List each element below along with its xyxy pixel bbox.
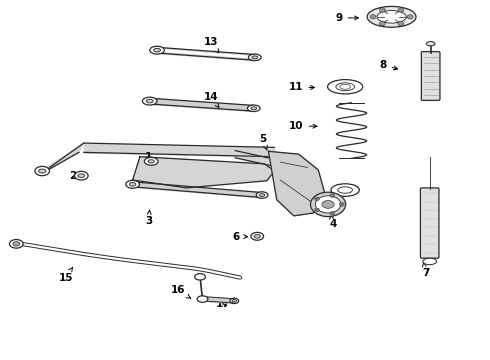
- Polygon shape: [40, 143, 84, 175]
- Text: 17: 17: [216, 299, 230, 309]
- Circle shape: [315, 197, 319, 201]
- Text: 3: 3: [145, 210, 152, 226]
- Ellipse shape: [126, 180, 140, 188]
- Text: 11: 11: [289, 82, 315, 93]
- Ellipse shape: [251, 107, 257, 110]
- Circle shape: [330, 211, 335, 215]
- Ellipse shape: [252, 56, 258, 59]
- Ellipse shape: [423, 258, 437, 265]
- Ellipse shape: [39, 169, 46, 173]
- Text: 10: 10: [289, 121, 317, 131]
- Polygon shape: [269, 151, 326, 216]
- Text: 15: 15: [58, 267, 73, 283]
- Text: 2: 2: [69, 171, 82, 181]
- Circle shape: [398, 8, 404, 12]
- Ellipse shape: [230, 298, 239, 303]
- Text: 13: 13: [203, 37, 219, 53]
- Circle shape: [379, 22, 385, 26]
- Ellipse shape: [251, 232, 264, 240]
- Ellipse shape: [147, 99, 153, 103]
- Ellipse shape: [311, 192, 345, 217]
- Ellipse shape: [9, 239, 23, 248]
- Ellipse shape: [232, 300, 237, 302]
- Text: 5: 5: [260, 134, 268, 150]
- Ellipse shape: [154, 48, 160, 52]
- Text: 12: 12: [289, 185, 316, 195]
- Ellipse shape: [78, 174, 85, 177]
- Text: 14: 14: [203, 92, 219, 107]
- Circle shape: [379, 8, 385, 12]
- Ellipse shape: [35, 166, 49, 176]
- Ellipse shape: [150, 46, 164, 54]
- Text: 1: 1: [145, 152, 152, 162]
- Ellipse shape: [74, 171, 88, 180]
- Ellipse shape: [259, 194, 265, 197]
- Circle shape: [330, 194, 335, 197]
- Ellipse shape: [316, 196, 341, 213]
- FancyBboxPatch shape: [420, 188, 439, 258]
- FancyBboxPatch shape: [421, 51, 440, 100]
- Text: 6: 6: [233, 232, 247, 242]
- Ellipse shape: [13, 242, 20, 246]
- Ellipse shape: [377, 10, 406, 23]
- Ellipse shape: [426, 41, 435, 46]
- Circle shape: [315, 208, 319, 212]
- Circle shape: [370, 15, 376, 19]
- Circle shape: [398, 22, 404, 26]
- Ellipse shape: [145, 157, 158, 165]
- Text: 9: 9: [336, 13, 358, 23]
- Text: 4: 4: [329, 215, 337, 229]
- Ellipse shape: [248, 54, 261, 60]
- Ellipse shape: [254, 234, 260, 238]
- Ellipse shape: [143, 97, 157, 105]
- Ellipse shape: [148, 160, 154, 163]
- Polygon shape: [133, 157, 274, 188]
- Text: 7: 7: [422, 262, 429, 278]
- Text: 8: 8: [379, 60, 397, 70]
- Ellipse shape: [256, 192, 268, 198]
- Circle shape: [339, 203, 344, 206]
- Ellipse shape: [195, 274, 205, 280]
- Ellipse shape: [322, 201, 334, 208]
- Ellipse shape: [247, 105, 260, 112]
- Ellipse shape: [197, 296, 208, 302]
- Circle shape: [407, 15, 413, 19]
- Text: 16: 16: [171, 285, 191, 298]
- Ellipse shape: [367, 6, 416, 27]
- Ellipse shape: [129, 183, 136, 186]
